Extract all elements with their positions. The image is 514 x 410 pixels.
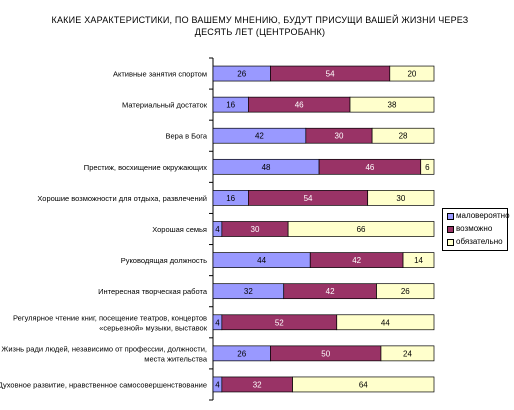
data-label: 4 (215, 318, 220, 327)
category-label: Активные занятия спортом (113, 70, 207, 79)
data-label: 66 (357, 225, 366, 234)
data-label: 20 (407, 70, 416, 79)
legend-label-unlikely: маловероятно (456, 211, 510, 220)
category-label: места жительства (144, 354, 208, 363)
data-label: 4 (215, 225, 220, 234)
chart-title: КАКИЕ ХАРАКТЕРИСТИКИ, ПО ВАШЕМУ МНЕНИЮ, … (51, 15, 469, 37)
bar-segment (292, 376, 435, 393)
category-label: Престиж, восхищение окружающих (84, 163, 207, 172)
legend-swatch-possible (447, 226, 454, 233)
bar-segment (402, 252, 435, 268)
legend-label-possible: возможно (456, 224, 493, 233)
data-label: 50 (321, 349, 330, 358)
category-label: Хорошая семья (152, 225, 207, 234)
bar-segment (349, 96, 435, 113)
category-label: Хорошие возможности для отдыха, развлече… (37, 194, 207, 203)
data-label: 54 (304, 194, 313, 203)
category-label: Духовное развитие, нравственное самосове… (0, 380, 207, 389)
bar-segment (380, 345, 435, 362)
data-label: 26 (237, 349, 246, 358)
data-label: 4 (215, 380, 220, 389)
data-label: 46 (365, 163, 374, 172)
data-label: 54 (326, 70, 335, 79)
data-label: 16 (226, 101, 235, 110)
legend-swatch-certainly (447, 239, 454, 246)
data-label: 32 (244, 287, 253, 296)
legend-label-certainly: обязательно (456, 237, 503, 246)
data-label: 30 (335, 132, 344, 141)
category-label: Вера в Бога (165, 132, 207, 141)
bar-segment (389, 65, 435, 82)
bar-segment (371, 127, 435, 144)
data-label: 44 (381, 318, 390, 327)
data-label: 14 (414, 256, 423, 265)
data-label: 44 (257, 256, 266, 265)
data-label: 30 (396, 194, 405, 203)
bar-segment (420, 158, 435, 175)
bar-segment (336, 314, 435, 331)
data-label: 32 (253, 380, 262, 389)
data-label: 64 (359, 380, 368, 389)
bar-segment (376, 283, 435, 300)
bar-segment (287, 221, 435, 237)
data-label: 42 (255, 132, 264, 141)
data-label: 46 (295, 101, 304, 110)
legend-swatch-unlikely (447, 213, 454, 220)
data-label: 52 (275, 318, 284, 327)
chart-legend: маловероятно возможно обязательно (442, 208, 510, 251)
data-label: 38 (388, 101, 397, 110)
data-label: 42 (352, 256, 361, 265)
data-label: 30 (251, 225, 260, 234)
data-label: 42 (326, 287, 335, 296)
category-label: Руководящая должность (121, 256, 207, 265)
bar-segment (367, 190, 435, 206)
data-label: 28 (399, 132, 408, 141)
data-label: 26 (237, 70, 246, 79)
category-label: Жизнь ради людей, независимо от професси… (1, 344, 207, 353)
data-label: 48 (262, 163, 271, 172)
category-label: Материальный достаток (122, 101, 208, 110)
data-label: 16 (226, 194, 235, 203)
data-label: 26 (401, 287, 410, 296)
category-label: Регулярное чтение книг, посещение театро… (13, 313, 207, 322)
data-label: 24 (403, 349, 412, 358)
data-label: 6 (425, 163, 430, 172)
category-label: «серьезной» музыки, выставок (99, 323, 208, 332)
category-label: Интересная творческая работа (98, 287, 208, 296)
